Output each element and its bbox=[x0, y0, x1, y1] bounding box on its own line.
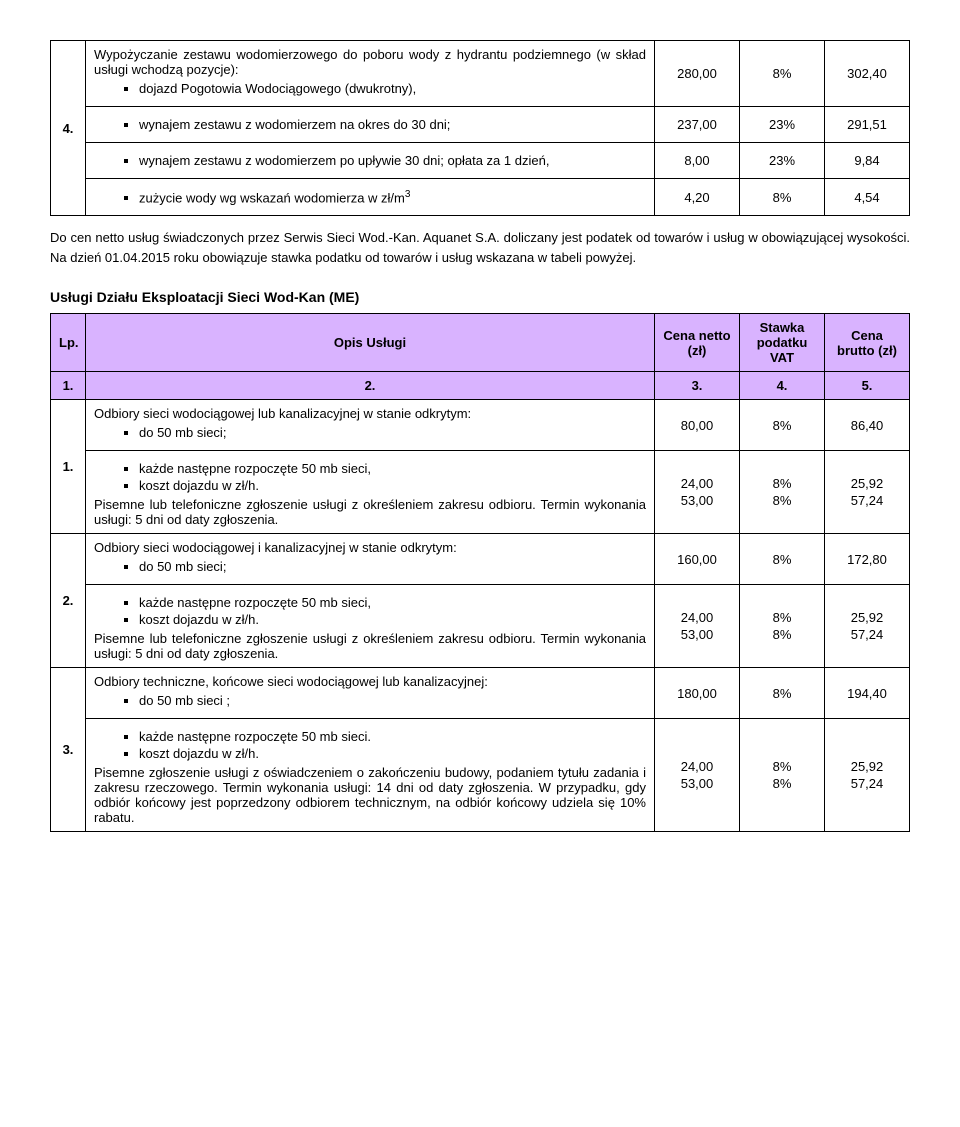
cell-netto: 180,00 bbox=[655, 668, 740, 719]
bullet-item: wynajem zestawu z wodomierzem po upływie… bbox=[139, 153, 646, 168]
intro-text: Wypożyczanie zestawu wodomierzowego do p… bbox=[94, 47, 646, 77]
cell-vat: 23% bbox=[740, 143, 825, 179]
middle-paragraph: Do cen netto usług świadczonych przez Se… bbox=[50, 228, 910, 267]
row-note: Pisemne lub telefoniczne zgłoszenie usłu… bbox=[94, 497, 646, 527]
bullet-item: koszt dojazdu w zł/h. bbox=[139, 478, 646, 493]
cell-vat: 8% bbox=[740, 668, 825, 719]
header-brutto: Cena brutto (zł) bbox=[825, 314, 910, 372]
row-title: Odbiory techniczne, końcowe sieci wodoci… bbox=[94, 674, 646, 689]
cell-brutto: 9,84 bbox=[825, 143, 910, 179]
bullet-item: koszt dojazdu w zł/h. bbox=[139, 612, 646, 627]
cell-brutto: 194,40 bbox=[825, 668, 910, 719]
subheader-cell: 2. bbox=[86, 372, 655, 400]
cell-brutto: 25,9257,24 bbox=[825, 585, 910, 668]
cell-netto: 24,0053,00 bbox=[655, 451, 740, 534]
item-desc: Odbiory techniczne, końcowe sieci wodoci… bbox=[86, 668, 655, 719]
table-header-row: Lp. Opis Usługi Cena netto (zł) Stawka p… bbox=[51, 314, 910, 372]
cell-vat: 8% bbox=[740, 179, 825, 216]
bottom-pricing-table: Lp. Opis Usługi Cena netto (zł) Stawka p… bbox=[50, 313, 910, 832]
cell-vat: 8%8% bbox=[740, 719, 825, 832]
table-row: wynajem zestawu z wodomierzem na okres d… bbox=[51, 107, 910, 143]
row-note: Pisemne lub telefoniczne zgłoszenie usłu… bbox=[94, 631, 646, 661]
table-row: 4. Wypożyczanie zestawu wodomierzowego d… bbox=[51, 41, 910, 107]
header-lp: Lp. bbox=[51, 314, 86, 372]
cell-brutto: 291,51 bbox=[825, 107, 910, 143]
cell-netto: 80,00 bbox=[655, 400, 740, 451]
bullet-item: dojazd Pogotowia Wodociągowego (dwukrotn… bbox=[139, 81, 646, 96]
cell-vat: 23% bbox=[740, 107, 825, 143]
table-row: wynajem zestawu z wodomierzem po upływie… bbox=[51, 143, 910, 179]
item-desc: Odbiory sieci wodociągowej lub kanalizac… bbox=[86, 400, 655, 451]
cell-brutto: 25,9257,24 bbox=[825, 719, 910, 832]
table-row: 1. Odbiory sieci wodociągowej lub kanali… bbox=[51, 400, 910, 451]
table-row: 3. Odbiory techniczne, końcowe sieci wod… bbox=[51, 668, 910, 719]
cell-vat: 8% bbox=[740, 534, 825, 585]
cell-brutto: 4,54 bbox=[825, 179, 910, 216]
row-lp: 3. bbox=[51, 668, 86, 832]
cell-netto: 24,0053,00 bbox=[655, 719, 740, 832]
superscript: 3 bbox=[405, 189, 411, 200]
cell-brutto: 86,40 bbox=[825, 400, 910, 451]
item-desc: wynajem zestawu z wodomierzem na okres d… bbox=[86, 107, 655, 143]
item-desc: Odbiory sieci wodociągowej i kanalizacyj… bbox=[86, 534, 655, 585]
row-note: Pisemne zgłoszenie usługi z oświadczenie… bbox=[94, 765, 646, 825]
subheader-cell: 3. bbox=[655, 372, 740, 400]
cell-netto: 280,00 bbox=[655, 41, 740, 107]
cell-vat: 8%8% bbox=[740, 451, 825, 534]
bullet-item: do 50 mb sieci; bbox=[139, 425, 646, 440]
item-desc: wynajem zestawu z wodomierzem po upływie… bbox=[86, 143, 655, 179]
table-subheader-row: 1. 2. 3. 4. 5. bbox=[51, 372, 910, 400]
bullet-item: każde następne rozpoczęte 50 mb sieci, bbox=[139, 461, 646, 476]
cell-netto: 24,0053,00 bbox=[655, 585, 740, 668]
bullet-item: każde następne rozpoczęte 50 mb sieci. bbox=[139, 729, 646, 744]
row-title: Odbiory sieci wodociągowej lub kanalizac… bbox=[94, 406, 646, 421]
row-lp: 2. bbox=[51, 534, 86, 668]
top-pricing-table: 4. Wypożyczanie zestawu wodomierzowego d… bbox=[50, 40, 910, 216]
row-lp: 1. bbox=[51, 400, 86, 534]
subheader-cell: 5. bbox=[825, 372, 910, 400]
row-title: Odbiory sieci wodociągowej i kanalizacyj… bbox=[94, 540, 646, 555]
row-lp: 4. bbox=[51, 41, 86, 216]
header-opis: Opis Usługi bbox=[86, 314, 655, 372]
table-row: każde następne rozpoczęte 50 mb sieci, k… bbox=[51, 451, 910, 534]
table-row: każde następne rozpoczęte 50 mb sieci, k… bbox=[51, 585, 910, 668]
item-desc: każde następne rozpoczęte 50 mb sieci, k… bbox=[86, 585, 655, 668]
item-desc: każde następne rozpoczęte 50 mb sieci, k… bbox=[86, 451, 655, 534]
header-netto: Cena netto (zł) bbox=[655, 314, 740, 372]
bullet-item: do 50 mb sieci; bbox=[139, 559, 646, 574]
cell-brutto: 172,80 bbox=[825, 534, 910, 585]
cell-netto: 8,00 bbox=[655, 143, 740, 179]
cell-brutto: 25,9257,24 bbox=[825, 451, 910, 534]
table-row: każde następne rozpoczęte 50 mb sieci. k… bbox=[51, 719, 910, 832]
table-row: 2. Odbiory sieci wodociągowej i kanaliza… bbox=[51, 534, 910, 585]
cell-netto: 4,20 bbox=[655, 179, 740, 216]
cell-netto: 237,00 bbox=[655, 107, 740, 143]
cell-vat: 8% bbox=[740, 41, 825, 107]
subheader-cell: 4. bbox=[740, 372, 825, 400]
bullet-item: każde następne rozpoczęte 50 mb sieci, bbox=[139, 595, 646, 610]
cell-vat: 8% bbox=[740, 400, 825, 451]
bullet-item: koszt dojazdu w zł/h. bbox=[139, 746, 646, 761]
bullet-item: do 50 mb sieci ; bbox=[139, 693, 646, 708]
subheader-cell: 1. bbox=[51, 372, 86, 400]
bullet-item: zużycie wody wg wskazań wodomierza w zł/… bbox=[139, 189, 646, 205]
cell-brutto: 302,40 bbox=[825, 41, 910, 107]
item-desc: Wypożyczanie zestawu wodomierzowego do p… bbox=[86, 41, 655, 107]
item-desc: zużycie wody wg wskazań wodomierza w zł/… bbox=[86, 179, 655, 216]
section-title: Usługi Działu Eksploatacji Sieci Wod-Kan… bbox=[50, 289, 910, 305]
cell-netto: 160,00 bbox=[655, 534, 740, 585]
header-vat: Stawka podatku VAT bbox=[740, 314, 825, 372]
cell-vat: 8%8% bbox=[740, 585, 825, 668]
item-desc: każde następne rozpoczęte 50 mb sieci. k… bbox=[86, 719, 655, 832]
table-row: zużycie wody wg wskazań wodomierza w zł/… bbox=[51, 179, 910, 216]
bullet-item: wynajem zestawu z wodomierzem na okres d… bbox=[139, 117, 646, 132]
